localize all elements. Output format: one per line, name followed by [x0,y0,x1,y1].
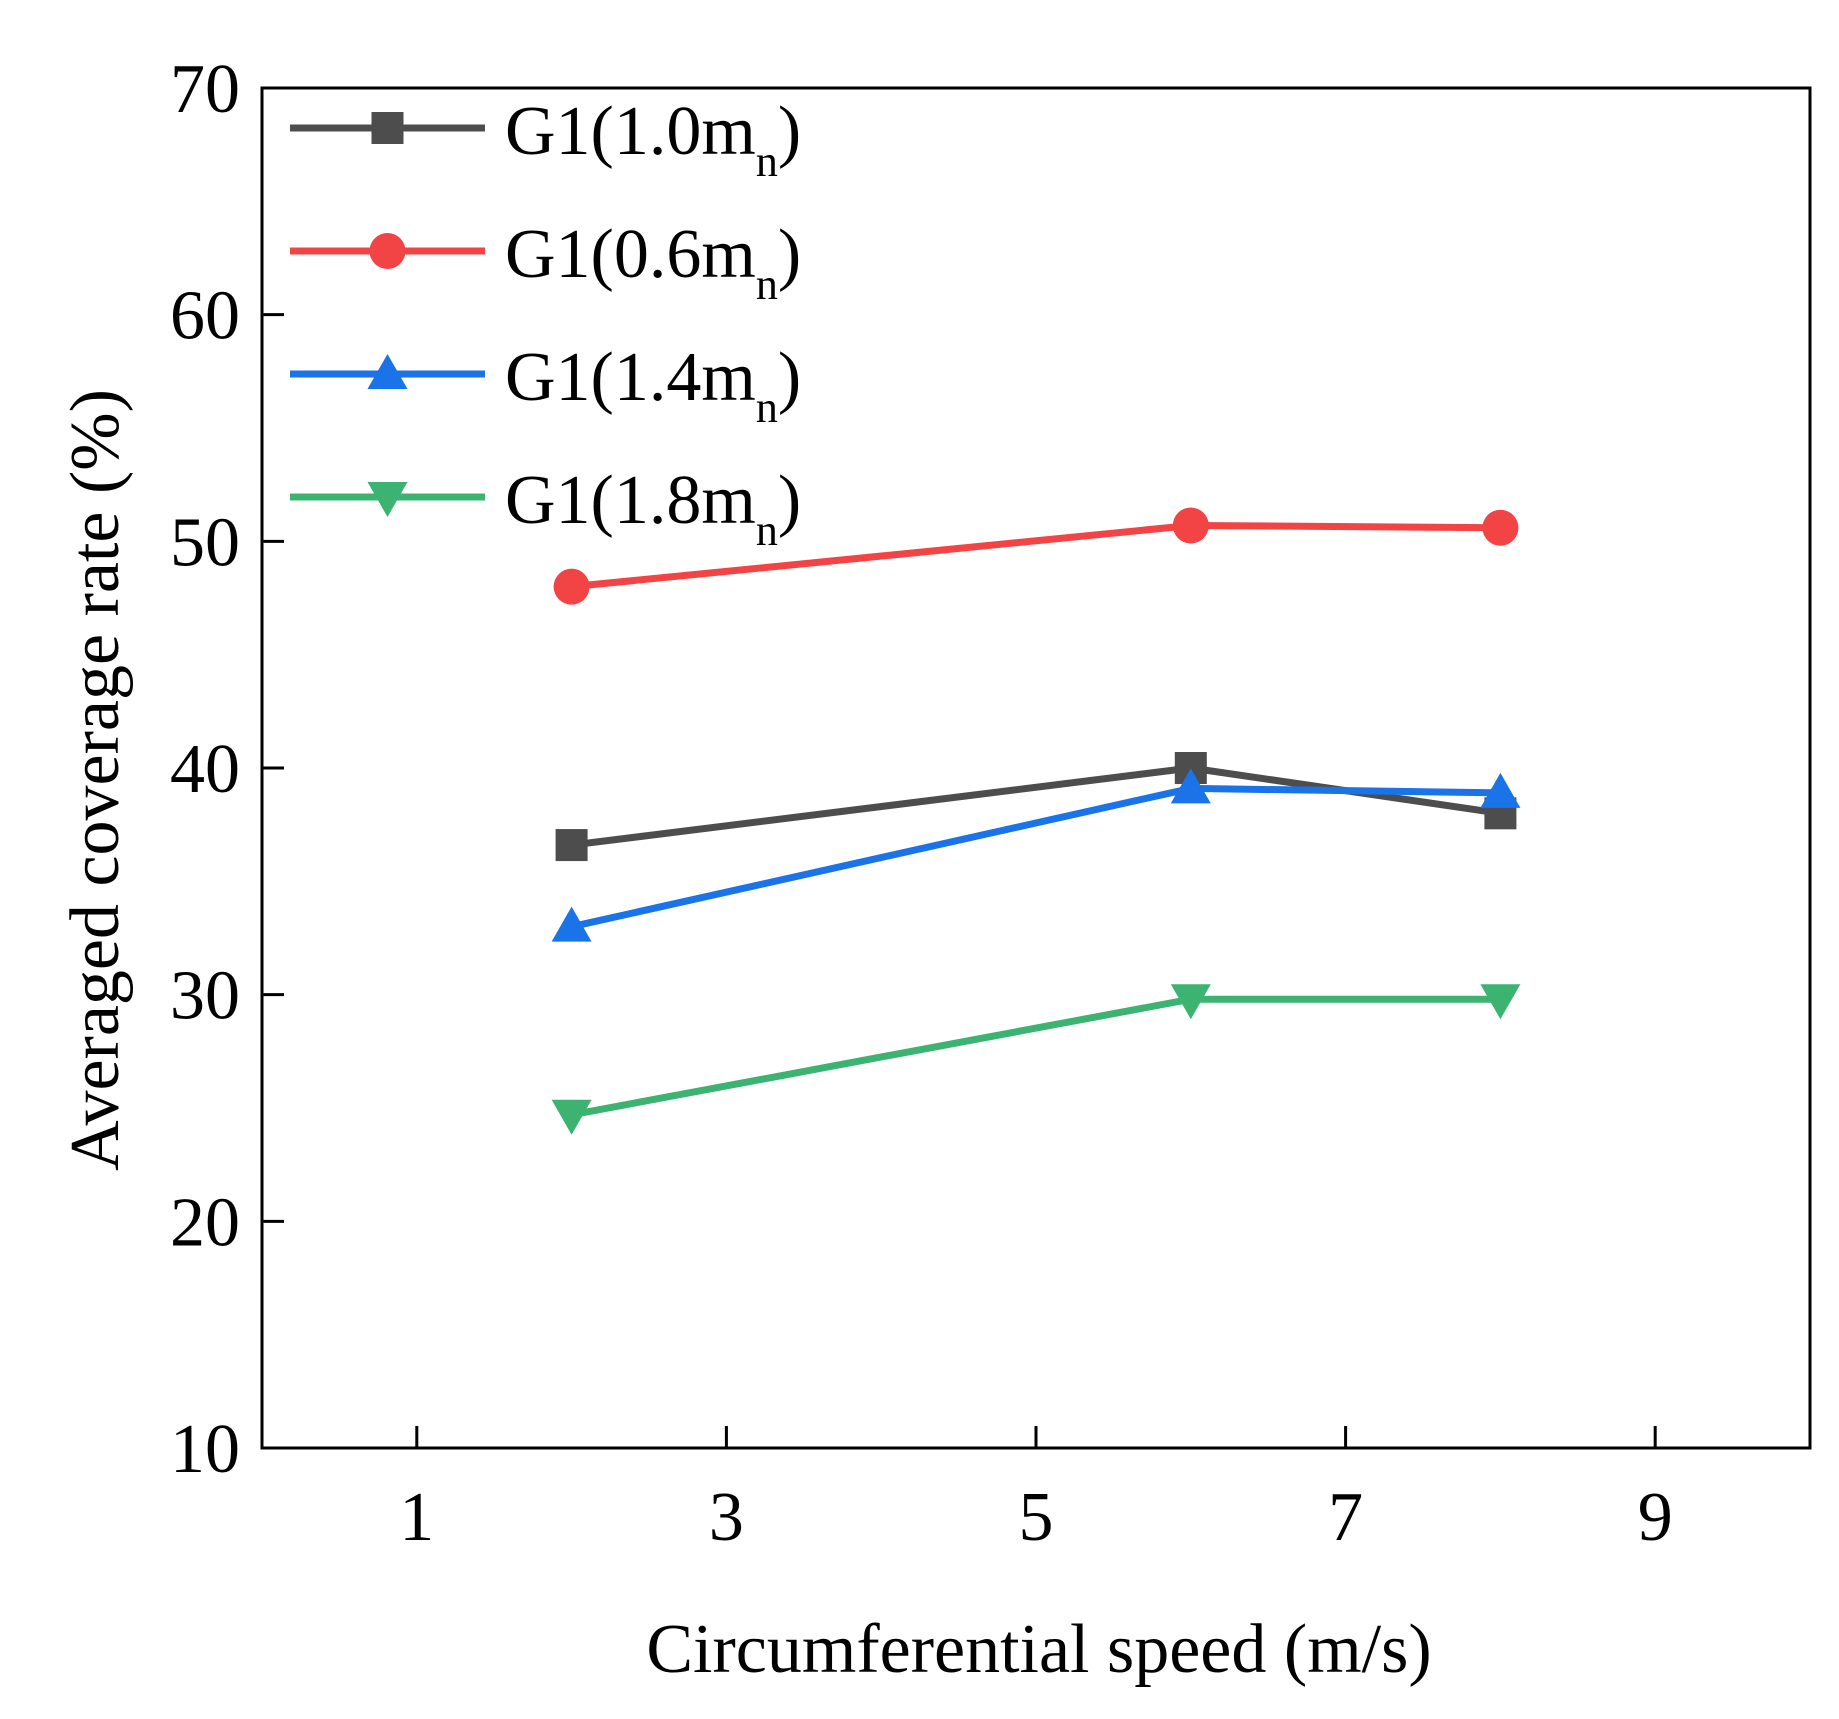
legend-item-2: G1(1.4mn) [290,339,801,432]
data-point [1172,507,1209,544]
y-tick-label: 30 [170,958,240,1035]
legend-marker [367,482,408,517]
series-1 [553,507,1519,605]
series-line [571,764,1501,849]
y-tick-label: 60 [170,278,240,355]
data-point [1482,509,1519,546]
x-tick-label: 3 [709,1479,744,1556]
legend-item-0: G1(1.0mn) [290,93,801,186]
legend-label: G1(1.8mn) [505,462,801,555]
legend-marker [367,354,408,389]
series-0 [555,752,1517,862]
legend-item-3: G1(1.8mn) [290,462,801,555]
legend-label: G1(1.4mn) [505,339,801,432]
data-point [1170,984,1211,1020]
legend-label: G1(0.6mn) [505,216,801,309]
y-tick-label: 40 [170,731,240,808]
data-point [551,1099,592,1135]
data-point [1480,984,1521,1020]
data-point [551,906,592,942]
y-tick-label: 20 [170,1184,240,1261]
series-layer [551,507,1521,1135]
series-line [570,995,1501,1119]
y-tick-label: 70 [170,51,240,128]
data-point [553,568,590,605]
x-tick-label: 9 [1638,1479,1673,1556]
y-tick-label: 10 [170,1411,240,1488]
series-line [570,784,1501,931]
y-axis-title: Averaged coverage rate (%) [57,389,134,1171]
series-3 [551,984,1521,1135]
series-2 [551,768,1521,942]
legend-marker [369,233,406,269]
data-point [555,829,588,862]
x-tick-label: 1 [399,1479,434,1556]
data-point [1480,772,1521,808]
y-tick-label: 50 [170,504,240,581]
legend-label: G1(1.0mn) [505,93,801,186]
legend-item-1: G1(0.6mn) [290,216,801,309]
plot-frame [260,86,1812,1450]
axes-layer: 1 3 5 7 9 10 20 30 40 50 60 70 [170,51,1812,1556]
legend-marker [371,112,404,144]
x-axis-title: Circumferential speed (m/s) [646,1611,1431,1688]
x-tick-label: 5 [1019,1479,1054,1556]
legend: G1(1.0mn) G1(0.6mn) G1(1.4mn) G1(1.8mn) [290,93,801,555]
x-tick-label: 7 [1328,1479,1363,1556]
data-point [1170,768,1211,804]
